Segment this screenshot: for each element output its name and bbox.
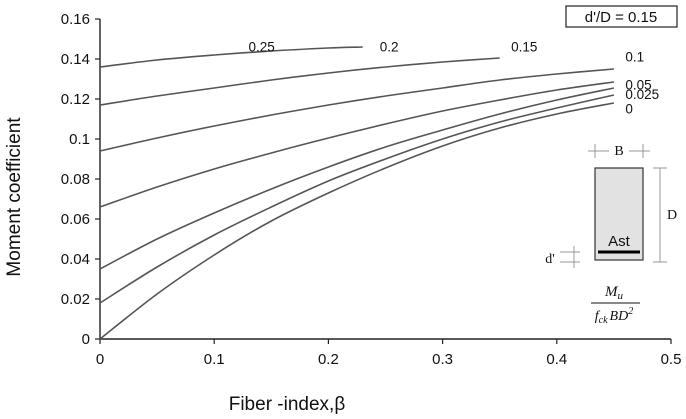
curve-label: 0.15	[511, 39, 537, 54]
series-line-0-05	[99, 87, 615, 270]
x-axis-ticks: 0 0.1 0.2 0.3 0.4 0.5	[96, 339, 682, 368]
formula-numerator: Mu	[604, 284, 624, 302]
series-line-0-25	[99, 46, 363, 68]
series-line-0-2	[99, 57, 500, 106]
annotation-box-frame	[565, 5, 678, 28]
curve-label: 0.05	[625, 77, 651, 92]
annotation-box-text: d'/D = 0.15	[585, 9, 658, 26]
y-tick-label: 0.12	[61, 91, 90, 108]
cover-label: d'	[545, 252, 555, 267]
x-tick-label: 0.1	[204, 351, 225, 368]
y-axis-title: Moment coefficient	[4, 117, 25, 277]
y-tick-label: 0.1	[69, 131, 90, 148]
x-tick-label: 0.2	[318, 351, 339, 368]
series-line-0-1	[99, 81, 615, 208]
y-axis-ticks: 0 0.02 0.04 0.06 0.08 0.1 0.12 0.14 0.16	[61, 11, 100, 348]
x-tick-label: 0	[96, 351, 104, 368]
series-line-0-025	[99, 94, 615, 304]
width-label: B	[614, 144, 623, 159]
series-line-0-15	[99, 68, 614, 152]
x-tick-label: 0.4	[546, 351, 567, 368]
curve-label: 0.25	[248, 39, 274, 54]
y-tick-label: 0.08	[61, 171, 90, 188]
steel-label: Ast	[608, 233, 631, 250]
section-inset: B Ast D d' Mu fck BD2	[545, 143, 677, 326]
curve-label: 0	[625, 101, 633, 116]
curve-label: 0.2	[380, 39, 399, 54]
formula-denominator: fck BD2	[595, 306, 633, 326]
x-tick-label: 0.3	[432, 351, 453, 368]
series-layer	[99, 46, 615, 340]
x-tick-label: 0.5	[661, 351, 682, 368]
curve-label: 0.025	[625, 87, 659, 102]
annotation-box: d'/D = 0.15	[565, 5, 678, 28]
depth-label: D	[667, 208, 677, 223]
y-tick-label: 0	[82, 331, 90, 348]
y-tick-label: 0.02	[61, 291, 90, 308]
y-tick-label: 0.16	[61, 11, 90, 28]
y-tick-label: 0.14	[61, 51, 90, 68]
curve-label: 0.1	[625, 49, 644, 64]
beam-section	[594, 167, 644, 261]
x-axis-title: Fiber -index,β	[229, 394, 346, 415]
y-tick-label: 0.04	[61, 251, 90, 268]
y-tick-label: 0.06	[61, 211, 90, 228]
series-line-0	[99, 102, 615, 340]
width-label-mask	[609, 143, 629, 158]
